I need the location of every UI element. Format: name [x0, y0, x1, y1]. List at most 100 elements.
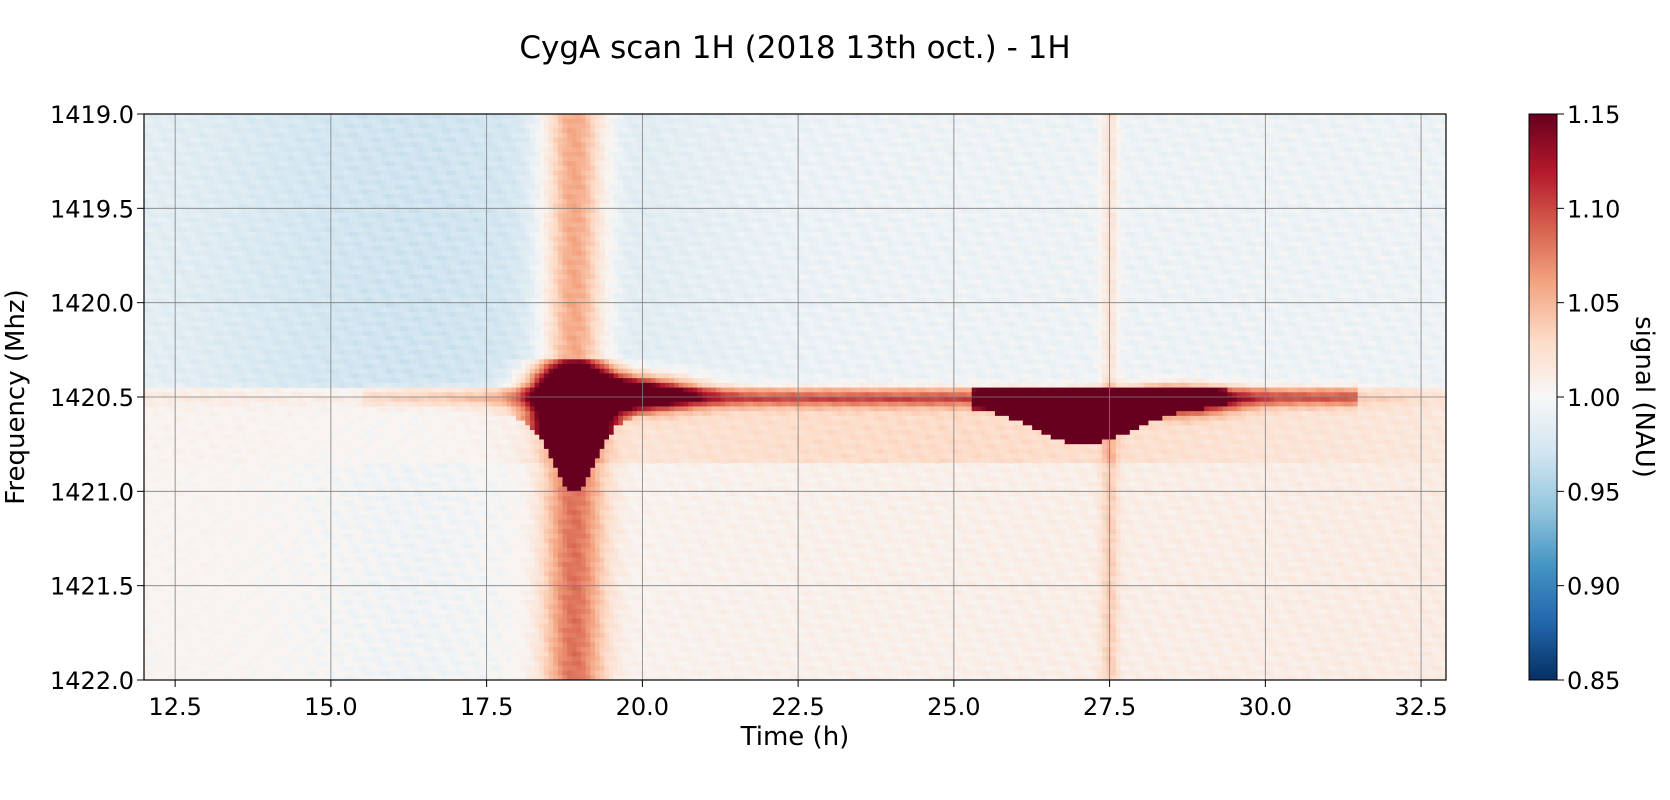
heatmap-cell — [418, 345, 423, 350]
heatmap-cell — [414, 548, 419, 553]
heatmap-cell — [395, 501, 400, 506]
heatmap-cell — [395, 609, 400, 614]
heatmap-cell — [321, 161, 326, 166]
heatmap-cell — [316, 458, 321, 463]
heatmap-cell — [311, 114, 316, 119]
heatmap-cell — [353, 397, 358, 402]
heatmap-cell — [214, 279, 219, 284]
heatmap-cell — [316, 397, 321, 402]
heatmap-cell — [232, 180, 237, 185]
heatmap-cell — [335, 147, 340, 152]
heatmap-cell — [353, 402, 358, 407]
heatmap-cell — [177, 388, 182, 393]
heatmap-cell — [367, 274, 372, 279]
heatmap-cell — [167, 128, 172, 133]
heatmap-cell — [172, 237, 177, 242]
heatmap-cell — [344, 284, 349, 289]
heatmap-cell — [372, 638, 377, 643]
chart-title: CygA scan 1H (2018 13th oct.) - 1H — [519, 30, 1070, 66]
heatmap-cell — [158, 218, 163, 223]
heatmap-cell — [349, 128, 354, 133]
heatmap-cell — [381, 119, 386, 124]
heatmap-cell — [418, 548, 423, 553]
heatmap-cell — [349, 600, 354, 605]
heatmap-cell — [335, 241, 340, 246]
heatmap-cell — [377, 477, 382, 482]
heatmap-cell — [265, 265, 270, 270]
heatmap-cell — [279, 359, 284, 364]
heatmap-cell — [167, 189, 172, 194]
heatmap-cell — [377, 355, 382, 360]
heatmap-cell — [386, 586, 391, 591]
heatmap-cell — [400, 633, 405, 638]
heatmap-cell — [218, 189, 223, 194]
heatmap-cell — [209, 402, 214, 407]
heatmap-cell — [274, 383, 279, 388]
heatmap-cell — [200, 199, 205, 204]
heatmap-cell — [218, 175, 223, 180]
heatmap-cell — [414, 265, 419, 270]
heatmap-cell — [260, 307, 265, 312]
heatmap-cell — [279, 199, 284, 204]
heatmap-cell — [200, 156, 205, 161]
heatmap-cell — [186, 539, 191, 544]
heatmap-cell — [381, 265, 386, 270]
heatmap-cell — [353, 133, 358, 138]
heatmap-cell — [386, 199, 391, 204]
heatmap-cell — [339, 373, 344, 378]
heatmap-cell — [302, 595, 307, 600]
heatmap-cell — [181, 388, 186, 393]
heatmap-cell — [228, 138, 233, 143]
heatmap-cell — [418, 661, 423, 666]
heatmap-cell — [404, 161, 409, 166]
heatmap-cell — [349, 647, 354, 652]
heatmap-cell — [367, 572, 372, 577]
heatmap-cell — [181, 557, 186, 562]
heatmap-cell — [153, 359, 158, 364]
heatmap-cell — [279, 166, 284, 171]
heatmap-cell — [204, 562, 209, 567]
heatmap-cell — [386, 260, 391, 265]
heatmap-cell — [414, 402, 419, 407]
heatmap-cell — [144, 270, 149, 275]
heatmap-cell — [237, 491, 242, 496]
heatmap-cell — [209, 161, 214, 166]
heatmap-cell — [335, 378, 340, 383]
heatmap-cell — [316, 312, 321, 317]
heatmap-cell — [344, 218, 349, 223]
heatmap-cell — [344, 326, 349, 331]
heatmap-cell — [163, 260, 168, 265]
heatmap-cell — [409, 359, 414, 364]
heatmap-cell — [265, 279, 270, 284]
heatmap-cell — [172, 123, 177, 128]
heatmap-cell — [186, 123, 191, 128]
heatmap-cell — [260, 138, 265, 143]
heatmap-cell — [228, 340, 233, 345]
heatmap-cell — [232, 652, 237, 657]
heatmap-cell — [209, 123, 214, 128]
heatmap-cell — [409, 524, 414, 529]
heatmap-cell — [149, 477, 154, 482]
heatmap-cell — [372, 553, 377, 558]
heatmap-cell — [144, 322, 149, 327]
heatmap-cell — [274, 289, 279, 294]
heatmap-cell — [181, 449, 186, 454]
heatmap-cell — [265, 647, 270, 652]
heatmap-cell — [265, 142, 270, 147]
heatmap-cell — [163, 501, 168, 506]
heatmap-cell — [149, 260, 154, 265]
heatmap-cell — [163, 524, 168, 529]
heatmap-cell — [409, 128, 414, 133]
heatmap-cell — [297, 194, 302, 199]
heatmap-cell — [284, 322, 289, 327]
heatmap-cell — [372, 539, 377, 544]
heatmap-cell — [200, 331, 205, 336]
heatmap-cell — [358, 208, 363, 213]
heatmap-cell — [302, 171, 307, 176]
heatmap-cell — [358, 364, 363, 369]
heatmap-cell — [153, 642, 158, 647]
heatmap-cell — [242, 232, 247, 237]
heatmap-cell — [316, 477, 321, 482]
heatmap-cell — [409, 482, 414, 487]
heatmap-cell — [251, 369, 256, 374]
